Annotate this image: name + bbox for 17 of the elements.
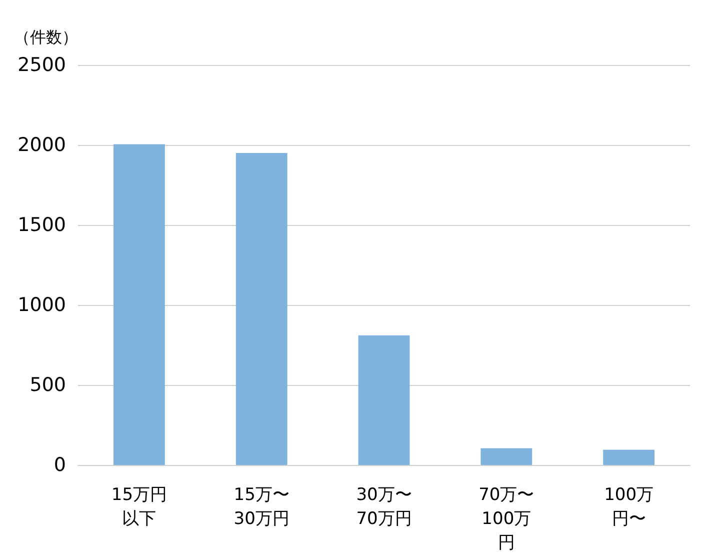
y-axis-title: （件数）: [14, 28, 78, 46]
bar: [480, 448, 532, 465]
x-tick-label: 70万〜100万円: [478, 485, 534, 553]
bar: [113, 144, 165, 465]
y-tick-label: 1500: [18, 214, 66, 236]
x-tick-label: 100万円〜: [604, 485, 654, 529]
bar: [603, 450, 655, 465]
bar: [236, 153, 288, 465]
x-tick-label: 30万〜70万円: [356, 485, 412, 529]
y-tick-label: 1000: [18, 294, 66, 316]
y-tick-label: 500: [30, 374, 66, 396]
x-tick-label: 15万〜30万円: [234, 485, 290, 529]
bar: [358, 335, 410, 465]
y-tick-label: 2000: [18, 134, 66, 156]
y-tick-label: 2500: [18, 54, 66, 76]
x-tick-label: 15万円以下: [111, 485, 168, 529]
y-tick-label: 0: [54, 454, 66, 476]
